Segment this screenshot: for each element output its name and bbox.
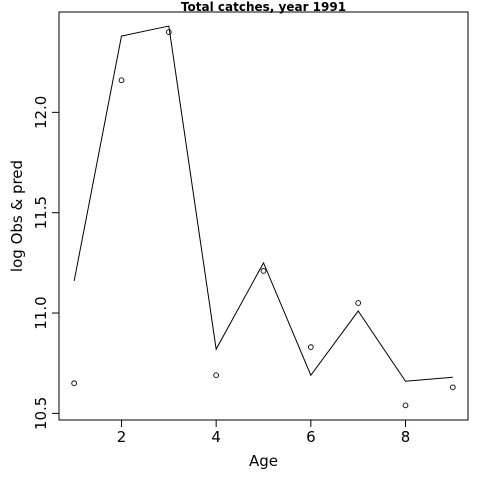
x-tick-label: 8	[401, 428, 411, 446]
observed-point	[165, 29, 172, 35]
y-tick-label: 10.5	[32, 397, 50, 430]
y-tick-label: 11.0	[32, 296, 50, 329]
y-tick-label: 11.5	[32, 196, 50, 229]
observed-point	[307, 344, 314, 351]
y-axis-label: log Obs & pred	[8, 160, 26, 272]
observed-point	[213, 372, 220, 379]
series-layer	[71, 25, 456, 409]
predicted-line	[73, 25, 453, 382]
y-axis: 10.5 11.0 11.5 12.0	[32, 96, 60, 430]
x-axis: 2 4 6 8	[117, 419, 411, 446]
observed-point	[260, 268, 267, 274]
x-tick-label: 4	[211, 428, 221, 446]
observed-point	[355, 300, 362, 306]
observed-point	[402, 402, 409, 409]
x-tick-label: 2	[117, 428, 127, 446]
observed-point	[71, 380, 77, 387]
x-axis-label: Age	[249, 452, 278, 470]
x-tick-label: 6	[306, 428, 316, 446]
y-tick-label: 12.0	[32, 96, 50, 129]
chart-title: Total catches, year 1991	[181, 0, 346, 14]
observed-point	[450, 384, 456, 391]
observed-point	[118, 77, 125, 84]
